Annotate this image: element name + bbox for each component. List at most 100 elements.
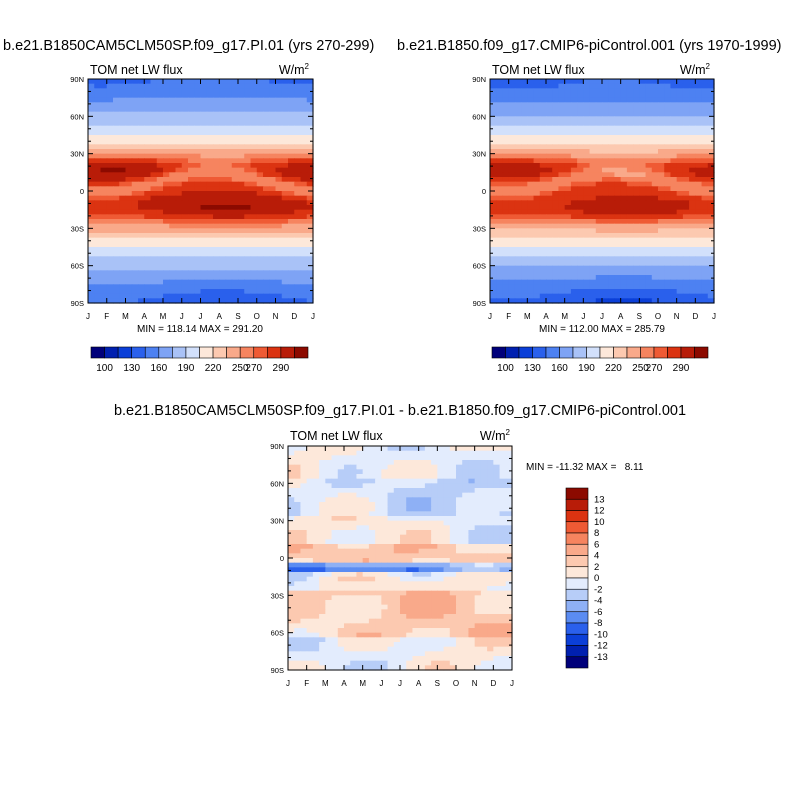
right-heatmap-cell: [565, 289, 572, 294]
diff-heatmap-cell: [444, 474, 451, 479]
left-heatmap-cell: [201, 219, 208, 224]
left-heatmap-cell: [282, 112, 289, 117]
left-heatmap-cell: [251, 186, 258, 191]
left-heatmap-cell: [219, 289, 226, 294]
left-heatmap-cell: [119, 200, 126, 205]
diff-heatmap-cell: [468, 497, 475, 502]
diff-heatmap-cell: [288, 539, 295, 544]
right-heatmap-cell: [646, 130, 653, 135]
left-heatmap-cell: [201, 289, 208, 294]
right-heatmap-cell: [502, 102, 509, 107]
right-heatmap-cell: [496, 168, 503, 173]
left-heatmap-cell: [101, 93, 108, 98]
left-heatmap-cell: [207, 135, 214, 140]
right-heatmap-cell: [590, 144, 597, 149]
right-heatmap-cell: [521, 140, 528, 145]
right-heatmap-cell: [695, 172, 702, 177]
left-heatmap-cell: [144, 200, 151, 205]
right-heatmap-cell: [683, 219, 690, 224]
left-heatmap-cell: [244, 228, 251, 233]
left-heatmap-cell: [219, 182, 226, 187]
left-heatmap-cell: [276, 266, 283, 271]
diff-heatmap-cell: [431, 516, 438, 521]
left-heatmap-cell: [294, 284, 301, 289]
left-heatmap-cell: [257, 88, 264, 93]
right-heatmap-cell: [577, 219, 584, 224]
left-heatmap-cell: [238, 172, 245, 177]
left-heatmap-cell: [94, 280, 101, 285]
right-heatmap-cell: [621, 144, 628, 149]
right-heatmap-cell: [652, 93, 659, 98]
left-colorbar-box: [91, 347, 105, 358]
left-heatmap-cell: [107, 242, 114, 247]
diff-heatmap-cell: [332, 493, 339, 498]
left-heatmap-cell: [138, 186, 145, 191]
diff-heatmap-cell: [350, 600, 357, 605]
right-heatmap-cell: [540, 84, 547, 89]
left-heatmap-cell: [263, 200, 270, 205]
left-heatmap-cell: [282, 88, 289, 93]
right-heatmap-cell: [602, 205, 609, 210]
left-heatmap-cell: [226, 186, 233, 191]
left-heatmap-cell: [232, 154, 239, 159]
diff-heatmap-cell: [338, 511, 345, 516]
right-heatmap-cell: [596, 163, 603, 168]
diff-heatmap-cell: [356, 502, 363, 507]
left-heatmap-cell: [282, 205, 289, 210]
diff-heatmap-cell: [313, 614, 320, 619]
right-heatmap-cell: [558, 196, 565, 201]
left-heatmap-cell: [169, 205, 176, 210]
diff-heatmap-cell: [332, 591, 339, 596]
right-heatmap-cell: [534, 196, 541, 201]
right-heatmap-cell: [646, 154, 653, 159]
left-heatmap-cell: [226, 280, 233, 285]
left-heatmap-cell: [194, 126, 201, 131]
diff-heatmap-cell: [300, 455, 307, 460]
left-heatmap-cell: [151, 238, 158, 243]
diff-heatmap-cell: [313, 549, 320, 554]
right-heatmap-cell: [540, 121, 547, 126]
right-heatmap-cell: [633, 149, 640, 154]
left-heatmap-cell: [94, 121, 101, 126]
right-heatmap-cell: [664, 252, 671, 257]
right-heatmap-cell: [664, 256, 671, 261]
diff-heatmap-cell: [500, 553, 507, 558]
left-heatmap-cell: [244, 214, 251, 219]
right-heatmap-cell: [515, 294, 522, 299]
diff-heatmap-cell: [400, 581, 407, 586]
left-heatmap-cell: [301, 154, 308, 159]
diff-heatmap-cell: [369, 474, 376, 479]
right-heatmap-cell: [664, 200, 671, 205]
left-heatmap-cell: [238, 224, 245, 229]
right-heatmap-cell: [596, 228, 603, 233]
left-heatmap-cell: [294, 200, 301, 205]
diff-heatmap-cell: [412, 502, 419, 507]
right-x-tick-label: F: [506, 312, 511, 321]
left-heatmap-cell: [138, 224, 145, 229]
diff-heatmap-cell: [381, 516, 388, 521]
diff-heatmap-cell: [375, 563, 382, 568]
left-heatmap-cell: [276, 163, 283, 168]
diff-heatmap-cell: [300, 530, 307, 535]
left-heatmap-cell: [88, 107, 95, 112]
diff-heatmap-cell: [456, 539, 463, 544]
left-heatmap-cell: [244, 186, 251, 191]
right-y-tick-label: 30S: [473, 224, 486, 233]
left-heatmap-cell: [263, 126, 270, 131]
diff-heatmap-cell: [481, 502, 488, 507]
diff-heatmap-cell: [400, 539, 407, 544]
diff-heatmap-cell: [381, 558, 388, 563]
left-heatmap-cell: [151, 224, 158, 229]
left-heatmap-cell: [201, 214, 208, 219]
diff-heatmap-cell: [406, 535, 413, 540]
diff-heatmap-cell: [500, 595, 507, 600]
diff-heatmap-cell: [356, 595, 363, 600]
right-heatmap-cell: [689, 168, 696, 173]
left-heatmap-cell: [107, 168, 114, 173]
left-heatmap-cell: [251, 93, 258, 98]
left-heatmap-cell: [113, 294, 120, 299]
diff-heatmap-cell: [481, 539, 488, 544]
left-heatmap-cell: [194, 163, 201, 168]
diff-heatmap-cell: [481, 525, 488, 530]
right-heatmap-cell: [670, 107, 677, 112]
